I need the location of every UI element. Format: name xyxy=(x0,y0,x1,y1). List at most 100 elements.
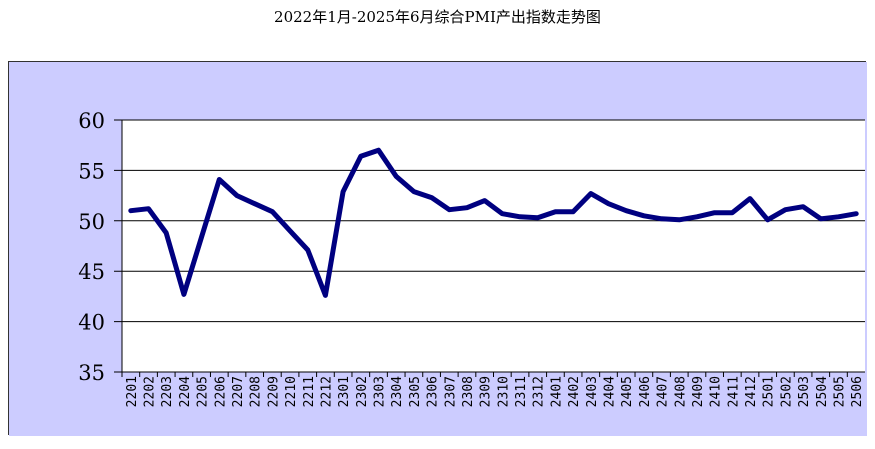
series-line xyxy=(128,147,859,298)
x-tick-label: 2212 xyxy=(319,376,334,407)
data-point xyxy=(500,212,504,216)
data-point xyxy=(854,212,858,216)
data-point xyxy=(677,218,681,222)
x-tick-label: 2403 xyxy=(585,376,600,407)
x-tick-label: 2504 xyxy=(815,376,830,407)
data-point xyxy=(412,190,416,194)
x-tick-label: 2410 xyxy=(709,376,724,407)
x-tick-label: 2205 xyxy=(196,376,211,407)
x-tick-label: 2304 xyxy=(390,376,405,407)
data-point xyxy=(713,211,717,215)
x-tick-label: 2210 xyxy=(284,376,299,407)
x-tick-label: 2209 xyxy=(266,376,281,407)
x-tick-label: 2211 xyxy=(302,376,317,407)
data-point xyxy=(129,209,133,213)
x-tick-label: 2202 xyxy=(143,376,158,407)
x-tick-label: 2204 xyxy=(178,376,193,407)
x-tick-label: 2309 xyxy=(479,376,494,407)
data-point xyxy=(660,217,664,221)
data-point xyxy=(323,293,327,297)
y-tick-label: 40 xyxy=(78,311,105,335)
data-point xyxy=(836,215,840,219)
x-tick-label: 2305 xyxy=(408,376,423,407)
x-tick-label: 2411 xyxy=(726,376,741,407)
data-point xyxy=(147,207,151,211)
data-point xyxy=(430,196,434,200)
y-axis-ticks: 35 40 45 50 55 60 xyxy=(78,109,105,385)
gridlines xyxy=(114,119,865,323)
x-tick-label: 2405 xyxy=(620,376,635,407)
data-point xyxy=(447,208,451,212)
data-point xyxy=(606,202,610,206)
plot-area xyxy=(122,120,865,372)
x-tick-label: 2502 xyxy=(779,376,794,407)
data-point xyxy=(217,177,221,181)
x-tick-label: 2404 xyxy=(602,376,617,407)
x-tick-label: 2506 xyxy=(850,376,865,407)
x-tick-label: 2503 xyxy=(797,376,812,407)
data-point xyxy=(200,235,204,239)
data-point xyxy=(695,215,699,219)
y-tick-label: 35 xyxy=(78,361,105,385)
data-point xyxy=(253,202,257,206)
series-layer xyxy=(128,147,859,298)
x-tick-label: 2308 xyxy=(461,376,476,407)
x-tick-label: 2310 xyxy=(496,376,511,407)
x-tick-label: 2311 xyxy=(514,376,529,407)
data-point xyxy=(359,154,363,158)
x-tick-label: 2505 xyxy=(832,376,847,407)
data-point xyxy=(306,248,310,252)
data-point xyxy=(341,190,345,194)
data-point xyxy=(164,231,168,235)
x-tick-label: 2408 xyxy=(673,376,688,407)
axes xyxy=(114,120,865,373)
x-tick-label: 2301 xyxy=(337,376,352,407)
x-tick-label: 2303 xyxy=(373,376,388,407)
x-axis-ticks: 2201 2202 2203 2204 2205 2206 2207 2208 2209 2210… xyxy=(121,372,865,407)
data-point xyxy=(748,197,752,201)
data-point xyxy=(465,206,469,210)
x-tick-label: 2401 xyxy=(549,376,564,407)
x-tick-label: 2208 xyxy=(249,376,264,407)
data-point xyxy=(182,292,186,296)
chart-title: 2022年1月-2025年6月综合PMI产出指数走势图 xyxy=(274,8,601,26)
y-tick-label: 50 xyxy=(78,210,105,234)
data-point xyxy=(270,210,274,214)
data-point xyxy=(235,194,239,198)
x-tick-label: 2406 xyxy=(638,376,653,407)
x-tick-label: 2412 xyxy=(744,376,759,407)
data-point xyxy=(483,199,487,203)
x-tick-label: 2306 xyxy=(426,376,441,407)
x-tick-label: 2402 xyxy=(567,376,582,407)
x-tick-label: 2409 xyxy=(691,376,706,407)
data-point xyxy=(518,215,522,219)
data-point xyxy=(589,192,593,196)
data-point xyxy=(571,210,575,214)
data-point xyxy=(642,214,646,218)
x-tick-label: 2203 xyxy=(160,376,175,407)
data-point xyxy=(730,211,734,215)
data-point xyxy=(394,174,398,178)
y-tick-label: 60 xyxy=(78,109,105,133)
x-tick-label: 2207 xyxy=(231,376,246,407)
data-point xyxy=(783,208,787,212)
data-point xyxy=(377,148,381,152)
x-tick-label: 2407 xyxy=(656,376,671,407)
y-tick-label: 45 xyxy=(78,260,105,284)
data-point xyxy=(766,218,770,222)
data-point xyxy=(819,217,823,221)
data-point xyxy=(536,216,540,220)
y-tick-label: 55 xyxy=(78,159,105,183)
data-point xyxy=(288,229,292,233)
x-tick-label: 2307 xyxy=(443,376,458,407)
data-point xyxy=(624,209,628,213)
x-tick-label: 2501 xyxy=(762,376,777,407)
chart-frame: 35 40 45 50 55 60 2201 2202 2203 2204 2205 2206 220… xyxy=(8,61,867,436)
data-point xyxy=(801,205,805,209)
x-tick-label: 2312 xyxy=(532,376,547,407)
x-tick-label: 2206 xyxy=(213,376,228,407)
x-tick-label: 2302 xyxy=(355,376,370,407)
x-tick-label: 2201 xyxy=(125,376,140,407)
data-point xyxy=(553,210,557,214)
